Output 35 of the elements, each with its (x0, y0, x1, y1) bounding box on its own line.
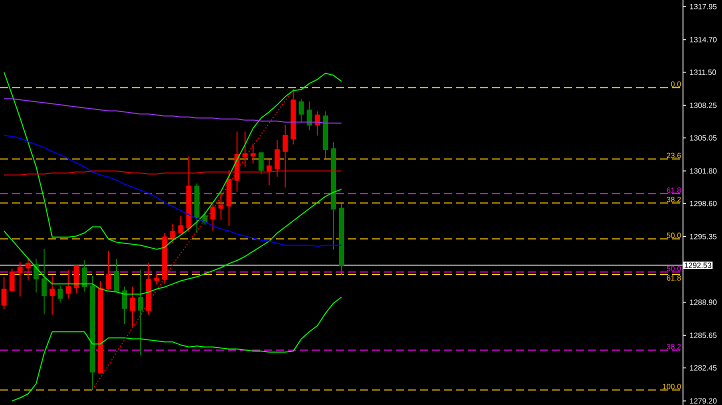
candlestick (18, 261, 23, 298)
candlestick (266, 159, 272, 186)
candlestick (106, 250, 112, 290)
candlestick (258, 152, 264, 175)
candlestick (218, 191, 224, 220)
candlestick (242, 131, 248, 168)
candlestick (194, 182, 200, 234)
candlestick (9, 268, 15, 292)
candlestick (26, 257, 31, 281)
candlestick (154, 272, 160, 285)
candlestick (178, 215, 184, 234)
candlestick (50, 274, 55, 316)
candlestick (226, 170, 232, 226)
candlestick (250, 143, 256, 164)
candlestick (162, 232, 168, 284)
candlestick (74, 264, 79, 294)
candlestick (210, 204, 216, 232)
candlestick (34, 258, 39, 294)
candlestick (138, 269, 144, 356)
candlestick (338, 202, 344, 275)
candlestick (170, 224, 176, 244)
candlestick (58, 285, 63, 304)
candlestick (42, 248, 47, 315)
candlestick (114, 258, 120, 294)
candlestick (186, 156, 192, 233)
candlestick (1, 276, 7, 310)
candlestick (130, 286, 136, 328)
candlestick (298, 98, 304, 123)
candlestick (66, 270, 71, 300)
candlestick (282, 124, 288, 188)
candlestick (274, 139, 280, 178)
candlestick (122, 286, 128, 324)
candlestick (314, 110, 320, 136)
candlestick (306, 100, 312, 130)
candlestick (330, 142, 336, 250)
